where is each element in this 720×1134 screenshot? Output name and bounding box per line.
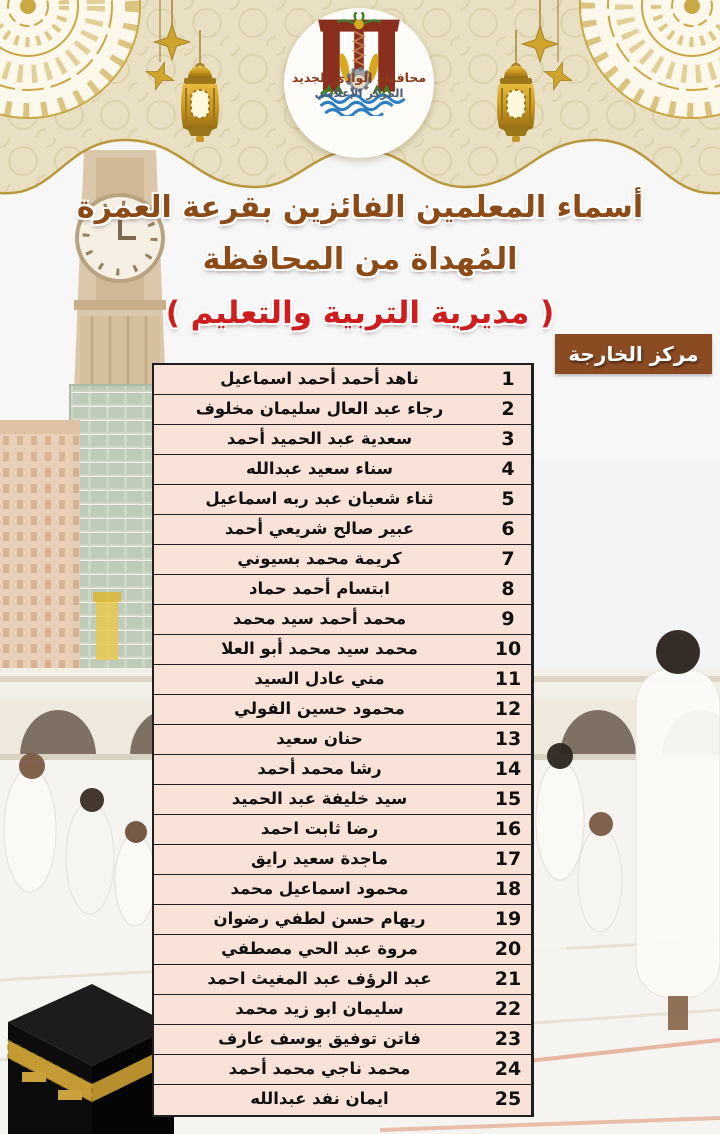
winner-number: 14 xyxy=(485,755,532,784)
winner-number: 3 xyxy=(485,425,532,454)
winner-number: 4 xyxy=(485,455,532,484)
winner-number: 25 xyxy=(485,1085,532,1115)
winner-number: 22 xyxy=(485,995,532,1024)
winner-name: محمد سيد محمد أبو العلا xyxy=(221,639,418,658)
center-badge: مركز الخارجة xyxy=(555,334,712,374)
table-row: محمد أحمد سيد محمد 9 xyxy=(154,605,532,635)
winner-number: 21 xyxy=(485,965,532,994)
winner-name: محمد ناجي محمد أحمد xyxy=(228,1059,411,1078)
winner-number: 1 xyxy=(485,365,532,394)
winner-number: 6 xyxy=(485,515,532,544)
winner-name: فاتن توفيق يوسف عارف xyxy=(218,1029,421,1048)
winner-number: 16 xyxy=(485,815,532,844)
table-row: محمد سيد محمد أبو العلا 10 xyxy=(154,635,532,665)
winner-name: حنان سعيد xyxy=(276,729,363,748)
winners-table: ناهد أحمد أحمد اسماعيل 1 رجاء عبد العال سل… xyxy=(152,363,534,1117)
winner-name: ماجدة سعيد رايق xyxy=(250,849,389,868)
table-row: سعدية عبد الحميد أحمد 3 xyxy=(154,425,532,455)
winner-name: سيد خليفة عبد الحميد xyxy=(231,789,408,808)
winner-name: ابتسام أحمد حماد xyxy=(249,579,390,598)
winner-number: 9 xyxy=(485,605,532,634)
hanging-stars-left xyxy=(141,0,191,95)
table-row: ريهام حسن لطفي رضوان 19 xyxy=(154,905,532,935)
winner-number: 17 xyxy=(485,845,532,874)
winner-name: ناهد أحمد أحمد اسماعيل xyxy=(220,369,419,388)
winner-name: مني عادل السيد xyxy=(254,669,385,688)
pilgrims xyxy=(3,630,720,1030)
table-row: محمد ناجي محمد أحمد 24 xyxy=(154,1055,532,1085)
logo-dept-name: المركز الإعلامي xyxy=(314,86,404,100)
winner-name: سليمان ابو زيد محمد xyxy=(235,999,404,1018)
winner-name: محمود اسماعيل محمد xyxy=(230,879,409,898)
governorate-emblem-icon xyxy=(317,12,406,116)
table-row: سناء سعيد عبدالله 4 xyxy=(154,455,532,485)
table-row: مروة عبد الحي مصطفي 20 xyxy=(154,935,532,965)
table-row: رضا ثابت احمد 16 xyxy=(154,815,532,845)
winner-number: 23 xyxy=(485,1025,532,1054)
winner-number: 11 xyxy=(485,665,532,694)
winner-number: 8 xyxy=(485,575,532,604)
poster-title: أسماء المعلمين الفائزين بقرعة العمرة الم… xyxy=(0,182,720,340)
winner-name: رشا محمد أحمد xyxy=(257,759,382,778)
winner-name: محمود حسين الفولي xyxy=(234,699,405,718)
winner-name: مروة عبد الحي مصطفي xyxy=(221,939,418,958)
winner-name: عبد الرؤف عبد المغيث احمد xyxy=(207,969,432,988)
winner-number: 18 xyxy=(485,875,532,904)
winner-name: عبير صالح شريعي أحمد xyxy=(224,519,415,538)
table-row: سليمان ابو زيد محمد 22 xyxy=(154,995,532,1025)
table-row: ناهد أحمد أحمد اسماعيل 1 xyxy=(154,365,532,395)
winner-name: رجاء عبد العال سليمان مخلوف xyxy=(195,399,444,418)
winner-number: 20 xyxy=(485,935,532,964)
winner-name: كريمة محمد بسيوني xyxy=(237,549,402,568)
table-row: محمود حسين الفولي 12 xyxy=(154,695,532,725)
table-row: عبير صالح شريعي أحمد 6 xyxy=(154,515,532,545)
table-row: رشا محمد أحمد 14 xyxy=(154,755,532,785)
winner-number: 10 xyxy=(485,635,532,664)
winner-number: 12 xyxy=(485,695,532,724)
winner-number: 24 xyxy=(485,1055,532,1084)
title-line-3: ( مديرية التربية والتعليم ) xyxy=(165,295,555,331)
winner-name: محمد أحمد سيد محمد xyxy=(232,609,407,628)
table-row: ثناء شعبان عبد ربه اسماعيل 5 xyxy=(154,485,532,515)
winner-number: 7 xyxy=(485,545,532,574)
table-row: ايمان نفد عبدالله 25 xyxy=(154,1085,532,1115)
table-row: عبد الرؤف عبد المغيث احمد 21 xyxy=(154,965,532,995)
title-line-1: أسماء المعلمين الفائزين بقرعة العمرة xyxy=(76,190,644,225)
winner-number: 2 xyxy=(485,395,532,424)
table-row: سيد خليفة عبد الحميد 15 xyxy=(154,785,532,815)
table-row: مني عادل السيد 11 xyxy=(154,665,532,695)
title-line-2: المُهداة من المحافظة xyxy=(202,242,518,277)
winner-name: ايمان نفد عبدالله xyxy=(250,1089,389,1108)
table-row: رجاء عبد العال سليمان مخلوف 2 xyxy=(154,395,532,425)
winner-number: 15 xyxy=(485,785,532,814)
winner-name: ثناء شعبان عبد ربه اسماعيل xyxy=(205,489,434,508)
winner-number: 13 xyxy=(485,725,532,754)
winner-number: 19 xyxy=(485,905,532,934)
table-row: كريمة محمد بسيوني 7 xyxy=(154,545,532,575)
hanging-stars-right xyxy=(521,0,577,95)
winner-number: 5 xyxy=(485,485,532,514)
logo-org-name: محافظة الوادي الجديد xyxy=(291,70,427,85)
winner-name: سناء سعيد عبدالله xyxy=(245,459,394,478)
table-row: ابتسام أحمد حماد 8 xyxy=(154,575,532,605)
mecca-clock-tower xyxy=(74,150,166,392)
winner-name: سعدية عبد الحميد أحمد xyxy=(226,429,413,448)
governorate-logo: محافظة الوادي الجديد المركز الإعلامي xyxy=(284,8,434,158)
winner-name: رضا ثابت احمد xyxy=(260,819,379,838)
table-row: ماجدة سعيد رايق 17 xyxy=(154,845,532,875)
winner-name: ريهام حسن لطفي رضوان xyxy=(213,909,426,928)
table-row: محمود اسماعيل محمد 18 xyxy=(154,875,532,905)
table-row: فاتن توفيق يوسف عارف 23 xyxy=(154,1025,532,1055)
table-row: حنان سعيد 13 xyxy=(154,725,532,755)
